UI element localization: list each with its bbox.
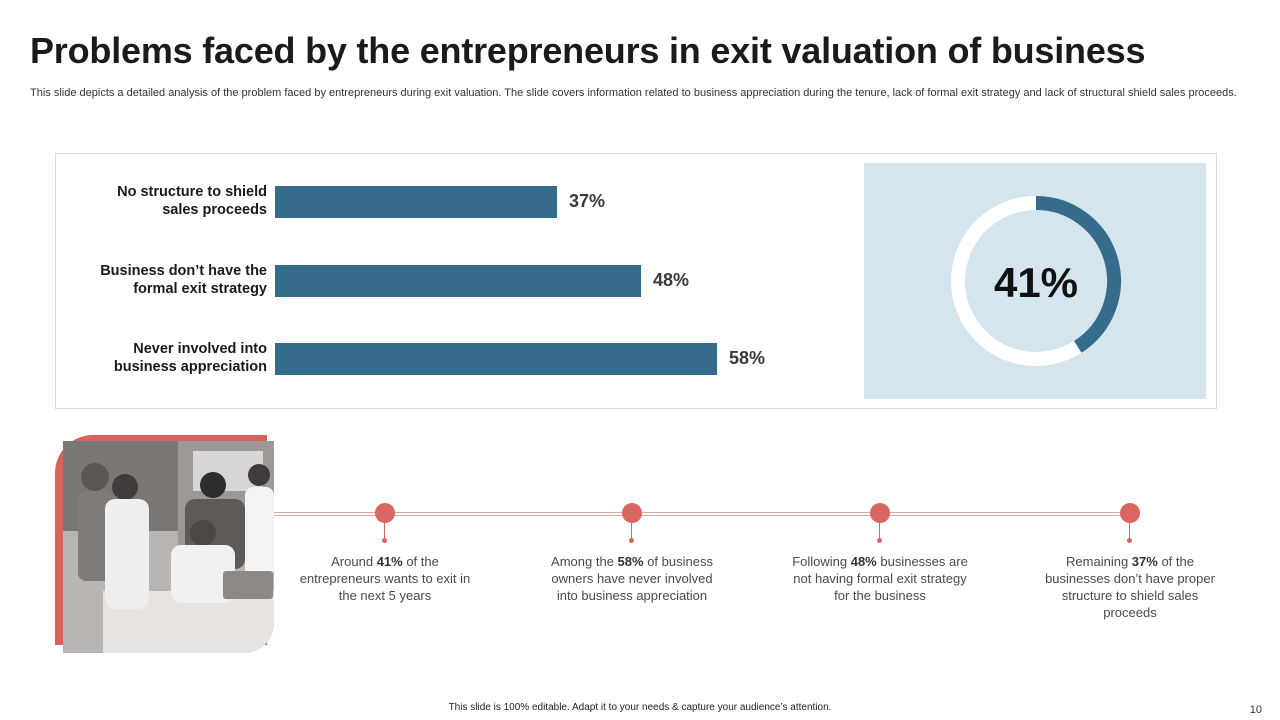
milestone-dot-icon: [1120, 503, 1140, 523]
milestone-text-post: of business owners have never involved i…: [551, 554, 713, 603]
bar-category-label-line: business appreciation: [113, 359, 267, 375]
team-photo: [63, 441, 274, 653]
milestone-stem-dot: [877, 538, 882, 543]
slide-subtitle: This slide depicts a detailed analysis o…: [30, 87, 1237, 99]
bar-category-label-line: formal exit strategy: [133, 281, 267, 297]
milestone-text-pre: Following: [792, 554, 851, 569]
bar-category-label-line: sales proceeds: [162, 202, 267, 218]
bar-category-label: Business don’t have the formal exit strat…: [55, 262, 267, 298]
milestone-value: 37%: [1131, 554, 1158, 569]
bar: [275, 265, 641, 297]
donut-chart-panel: 41%: [864, 163, 1206, 399]
bar-category-label-line: No structure to shield: [117, 184, 267, 200]
milestone-stem-dot: [1127, 538, 1132, 543]
milestone-text: Among the 58% of business owners have ne…: [542, 553, 722, 604]
bar-category-label-line: Business don’t have the: [100, 263, 267, 279]
milestone-text-pre: Around: [331, 554, 377, 569]
slide-title: Problems faced by the entrepreneurs in e…: [30, 30, 1146, 71]
bar-category-label: Never involved into business appreciation: [55, 340, 267, 376]
milestone-dot-icon: [622, 503, 642, 523]
milestone-stem-dot: [629, 538, 634, 543]
bar-category-label-line: Never involved into: [133, 341, 267, 357]
milestone-text-pre: Remaining: [1066, 554, 1132, 569]
milestone-text-post: businesses are not having formal exit st…: [793, 554, 968, 603]
team-photo-icon: [63, 441, 274, 653]
bar-value-label: 58%: [729, 348, 766, 368]
milestone-value: 41%: [376, 554, 403, 569]
bar-value-label: 48%: [653, 270, 690, 290]
milestone-value: 58%: [617, 554, 644, 569]
donut-center-label: 41%: [993, 259, 1079, 306]
milestone-stem: [631, 523, 632, 539]
milestone-stem: [384, 523, 385, 539]
milestone-text: Remaining 37% of the businesses don’t ha…: [1040, 553, 1220, 621]
donut-chart: [951, 196, 1121, 366]
milestone-text: Around 41% of the entrepreneurs wants to…: [295, 553, 475, 604]
bar: [275, 343, 717, 375]
footer-note: This slide is 100% editable. Adapt it to…: [448, 702, 832, 713]
timeline-line: [274, 512, 1132, 516]
bar-value-label: 37%: [569, 191, 606, 211]
milestone-text-post: of the businesses don’t have proper stru…: [1045, 554, 1215, 620]
milestone-text-pre: Among the: [551, 554, 618, 569]
milestone-stem: [879, 523, 880, 539]
milestone-text: Following 48% businesses are not having …: [790, 553, 970, 604]
bar: [275, 186, 557, 218]
milestone-dot-icon: [375, 503, 395, 523]
milestone-value: 48%: [850, 554, 877, 569]
milestone-stem: [1129, 523, 1130, 539]
bar-category-label: No structure to shield sales proceeds: [55, 183, 267, 219]
page-number: 10: [1249, 704, 1262, 716]
donut-value-slice: [1035, 196, 1121, 353]
milestone-text-post: of the entrepreneurs wants to exit in th…: [299, 554, 471, 603]
milestone-stem-dot: [382, 538, 387, 543]
milestone-dot-icon: [870, 503, 890, 523]
